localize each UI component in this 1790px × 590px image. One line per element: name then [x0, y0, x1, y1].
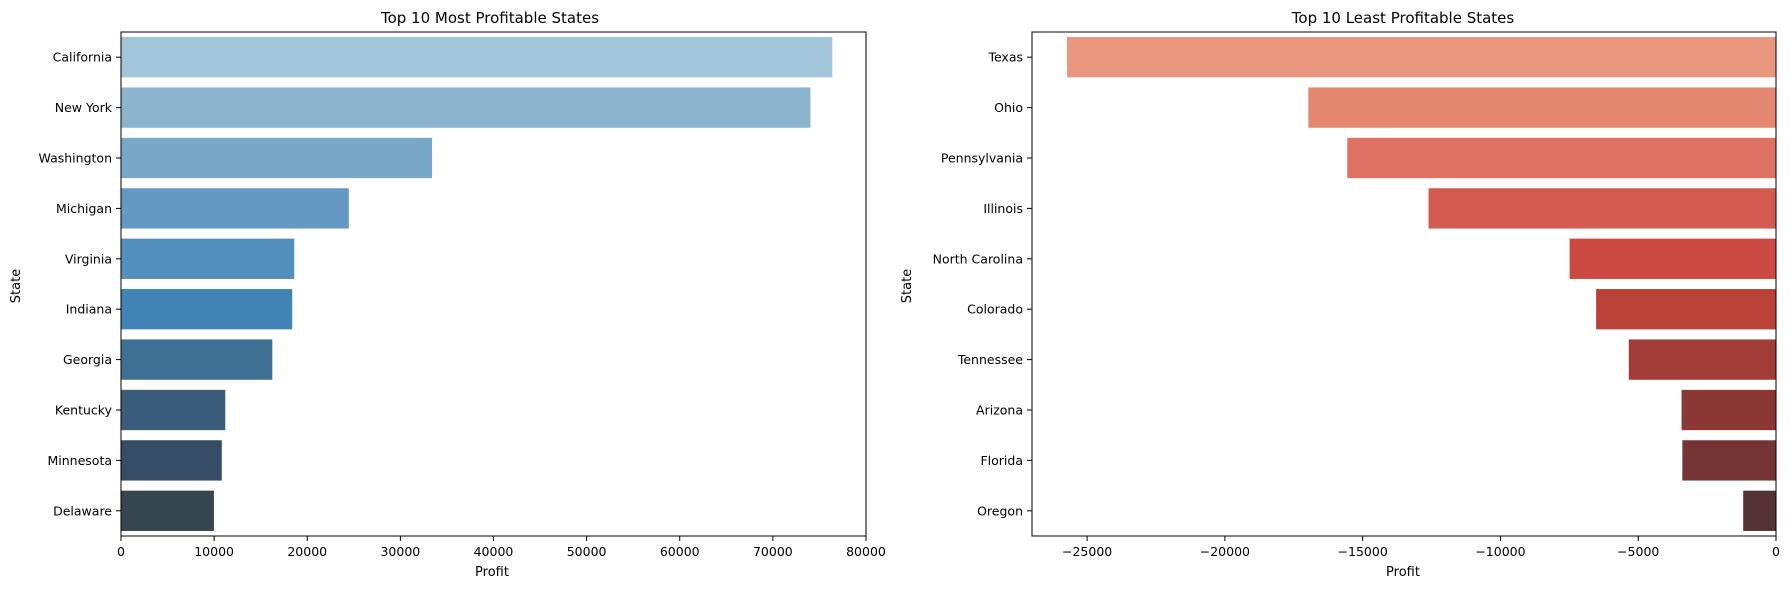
- y-tick-label: Arizona: [976, 403, 1023, 418]
- x-axis-label: Profit: [475, 565, 509, 580]
- bar-virginia: [121, 238, 295, 279]
- x-tick-label: 10000: [194, 544, 234, 559]
- bar-arizona: [1681, 389, 1776, 431]
- y-tick-label: North Carolina: [933, 251, 1023, 266]
- y-tick-label: Pennsylvania: [941, 151, 1023, 166]
- bar-tennessee: [1628, 339, 1776, 380]
- x-tick-label: 70000: [753, 544, 793, 559]
- x-tick-group: 0 10000 20000 30000 40000 50000 60000 70000 8000…: [117, 536, 886, 559]
- chart-title: Top 10 Least Profitable States: [1291, 9, 1515, 27]
- x-tick-label: 0: [117, 544, 125, 559]
- y-tick-label: Georgia: [63, 352, 112, 367]
- x-tick-label: −5000: [1617, 544, 1659, 559]
- bar-new-york: [121, 87, 811, 128]
- x-tick-label: −10000: [1475, 544, 1525, 559]
- y-tick-label: Oregon: [977, 503, 1023, 518]
- x-tick-label: 20000: [287, 544, 327, 559]
- y-tick-label: Michigan: [56, 201, 112, 216]
- y-tick-label: Tennessee: [957, 352, 1023, 367]
- x-tick-label: 80000: [846, 544, 886, 559]
- bar-ohio: [1308, 87, 1776, 128]
- bar-delaware: [121, 490, 214, 531]
- x-tick-group: −25000 −20000 −15000 −10000 −5000 0: [1062, 536, 1780, 559]
- bar-texas: [1067, 37, 1776, 78]
- y-tick-label: Virginia: [65, 251, 112, 266]
- bar-michigan: [121, 188, 349, 229]
- y-tick-label: Illinois: [983, 201, 1023, 216]
- y-axis-label: State: [9, 269, 24, 303]
- bar-georgia: [121, 339, 273, 380]
- chart-most-profitable: Top 10 Most Profitable States California…: [9, 9, 886, 580]
- y-tick-label: Texas: [987, 50, 1023, 65]
- bar-illinois: [1428, 188, 1776, 229]
- y-tick-label: California: [53, 50, 112, 65]
- bar-washington: [121, 137, 433, 179]
- bar-colorado: [1596, 289, 1776, 330]
- y-tick-label: Minnesota: [47, 453, 112, 468]
- chart-least-profitable: Top 10 Least Profitable States Texas Ohio…: [900, 9, 1780, 580]
- bar-pennsylvania: [1347, 137, 1776, 179]
- bars-group: [121, 37, 833, 531]
- x-axis-label: Profit: [1386, 565, 1420, 580]
- x-tick-label: 30000: [380, 544, 420, 559]
- bar-oregon: [1743, 490, 1776, 531]
- bar-indiana: [121, 289, 293, 330]
- bars-group: [1067, 37, 1776, 531]
- x-tick-label: 0: [1772, 544, 1780, 559]
- y-axis-label: State: [900, 269, 915, 303]
- y-tick-label: New York: [55, 100, 113, 115]
- y-tick-label: Colorado: [967, 302, 1023, 317]
- y-tick-label: Washington: [39, 151, 112, 166]
- x-tick-label: −20000: [1200, 544, 1250, 559]
- x-tick-label: −25000: [1062, 544, 1112, 559]
- y-tick-label: Florida: [980, 453, 1023, 468]
- y-tick-label: Indiana: [66, 302, 112, 317]
- bar-florida: [1682, 440, 1776, 481]
- x-tick-label: 50000: [567, 544, 607, 559]
- bar-kentucky: [121, 389, 226, 431]
- x-tick-label: −15000: [1338, 544, 1388, 559]
- bar-california: [121, 37, 833, 78]
- y-tick-label: Delaware: [53, 503, 112, 518]
- x-tick-label: 60000: [660, 544, 700, 559]
- y-tick-group: California New York Washington Michigan Virg…: [39, 50, 121, 518]
- chart-title: Top 10 Most Profitable States: [380, 9, 599, 27]
- bar-north-carolina: [1569, 238, 1776, 279]
- y-tick-label: Kentucky: [55, 403, 113, 418]
- plot-frame: [1031, 31, 1777, 537]
- y-tick-group: Texas Ohio Pennsylvania Illinois North Carol…: [933, 50, 1032, 518]
- x-tick-label: 40000: [474, 544, 514, 559]
- y-tick-label: Ohio: [994, 100, 1023, 115]
- plot-frame: [120, 31, 867, 537]
- bar-minnesota: [121, 440, 222, 481]
